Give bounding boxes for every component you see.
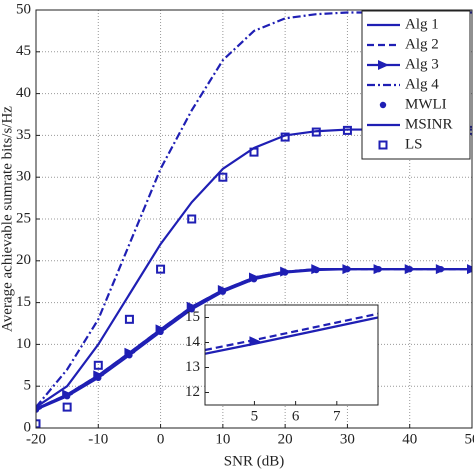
x-tick-label: 30 [340,431,355,447]
x-tick-label: 50 [465,431,474,447]
x-tick-label: 0 [157,431,165,447]
y-tick-label: 25 [16,210,31,226]
x-axis-label: SNR (dB) [224,453,284,469]
marker [187,214,197,224]
series-line [36,268,472,411]
series-line [36,11,472,408]
y-tick-label: 13 [185,359,200,375]
y-tick-label: 45 [16,43,31,59]
y-tick-label: 0 [24,419,32,435]
x-tick-label: 20 [278,431,293,447]
legend-label: MWLI [405,96,447,112]
y-tick-label: 14 [185,334,201,350]
plot-series [205,312,378,355]
y-tick-label: 35 [16,127,31,143]
y-tick-label: 30 [16,169,31,185]
marker [280,132,290,142]
x-tick-label: -10 [88,431,108,447]
plot-frame [35,9,473,429]
y-tick-label: 15 [185,309,200,325]
plot-frame [204,304,379,406]
marker [62,402,72,412]
x-tick-label: -20 [26,431,46,447]
legend-label: Alg 3 [405,56,439,72]
x-tick-label: 6 [292,408,300,424]
legend-label: Alg 1 [405,16,439,32]
y-tick-label: 10 [16,336,31,352]
plot-area [205,305,378,405]
x-tick-label: 7 [333,408,341,424]
legend-label: MSINR [405,116,453,132]
marker [342,125,352,135]
y-tick-label: 20 [16,252,31,268]
legend-label: Alg 4 [405,76,439,92]
marker [378,60,389,70]
x-tick-label: 10 [215,431,230,447]
marker [249,147,259,157]
x-tick-label: 40 [402,431,417,447]
marker [218,172,228,182]
legend-label: Alg 2 [405,36,439,52]
y-tick-label: 5 [24,378,32,394]
legend-label: LS [405,136,423,152]
y-tick-label: 50 [16,1,31,17]
marker [124,314,134,324]
y-tick-label: 12 [185,384,200,400]
series-line [205,316,378,355]
series-line [205,312,378,352]
marker [156,264,166,274]
y-axis-label: Average achievable sumrate bits/s/Hz [0,106,15,332]
marker [311,127,321,137]
marker [36,419,41,428]
marker [379,101,387,109]
marker [93,360,103,370]
y-tick-label: 40 [16,85,31,101]
x-tick-label: 5 [251,408,259,424]
marker [378,140,388,150]
y-tick-label: 15 [16,294,31,310]
